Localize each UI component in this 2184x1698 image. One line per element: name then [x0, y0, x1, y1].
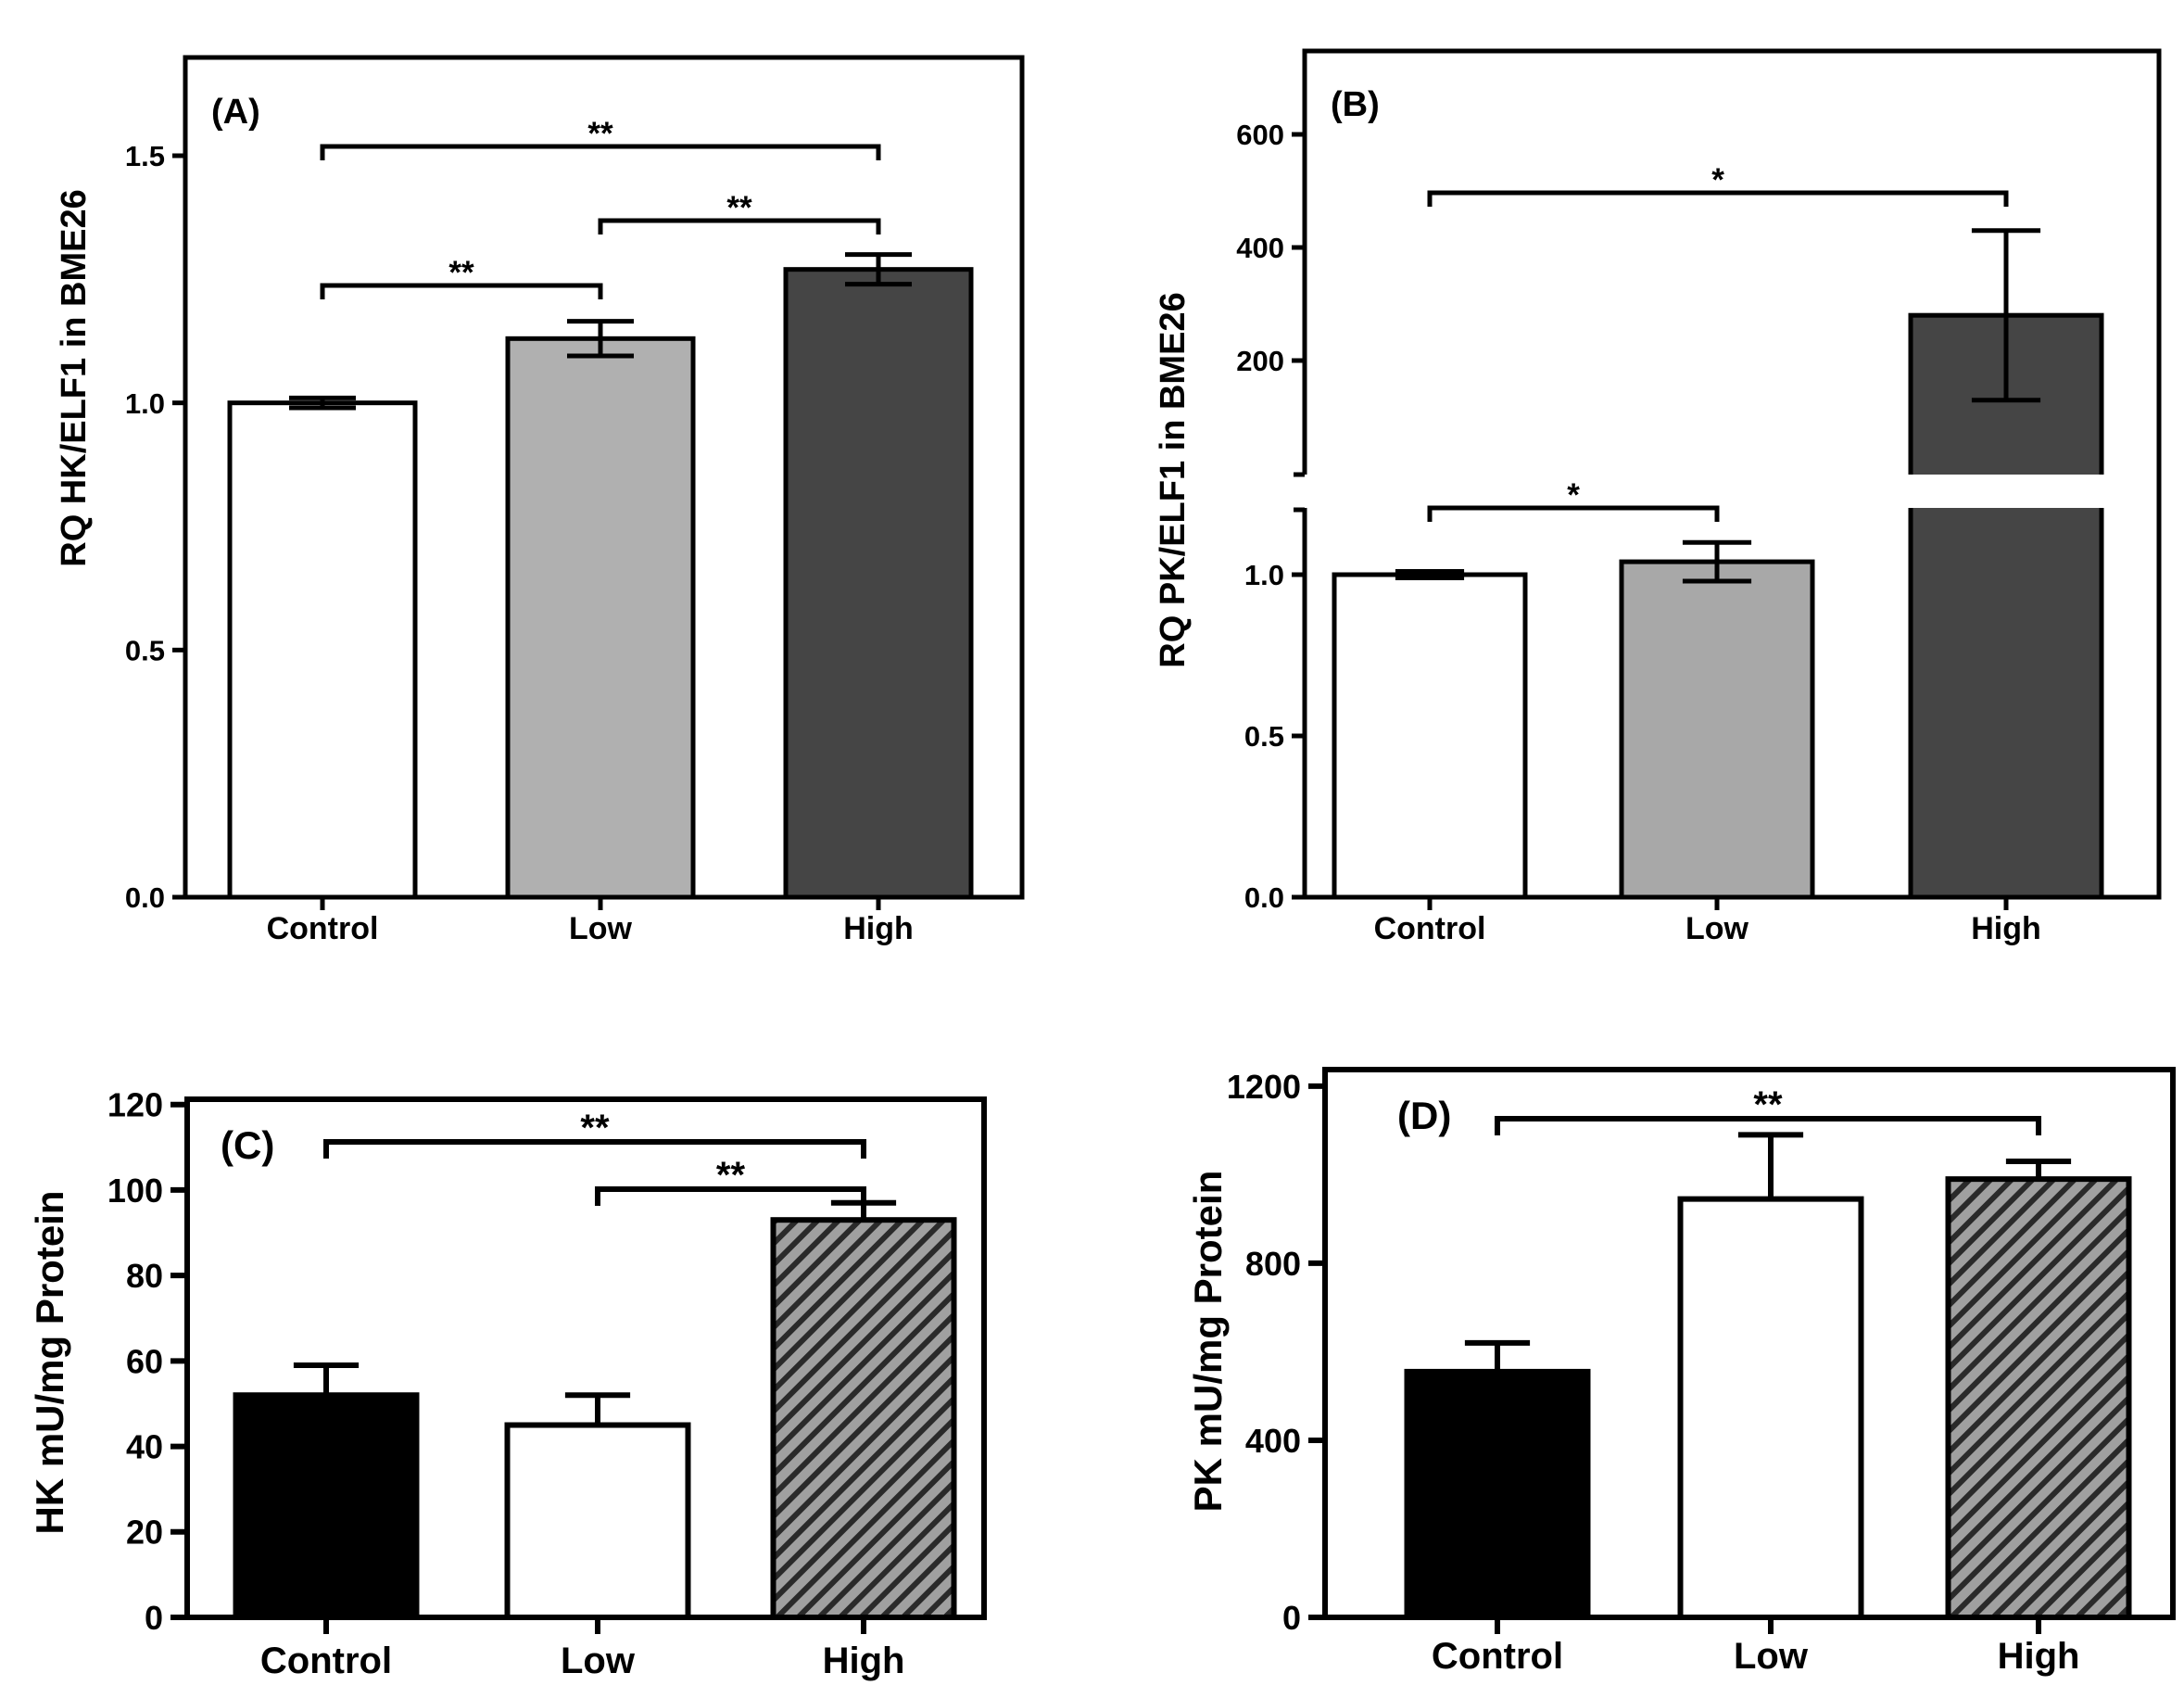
significance-bracket: [595, 1186, 866, 1206]
y-axis-label: RQ PK/ELF1 in BME26: [1154, 292, 1193, 667]
y-tick-label: 400: [1245, 1422, 1301, 1460]
y-tick-label: 600: [1236, 119, 1284, 151]
significance-label: **: [580, 1108, 610, 1148]
bar-low: [505, 336, 696, 900]
x-tick-label: High: [823, 1641, 905, 1681]
y-axis-label: RQ HK/ELF1 in BME26: [55, 189, 94, 567]
bar-control: [1404, 1368, 1591, 1620]
bar-low: [504, 1422, 691, 1620]
y-tick-label: 1200: [1227, 1068, 1301, 1106]
bar-low: [1677, 1196, 1864, 1620]
x-tick-label: Low: [1734, 1636, 1809, 1677]
y-tick-label: 80: [126, 1257, 163, 1295]
y-axis-label: PK mU/mg Protein: [1186, 1171, 1230, 1513]
bar-control: [227, 400, 418, 900]
y-tick-label: 0: [145, 1599, 163, 1637]
x-tick-label: Control: [1374, 911, 1486, 946]
significance-label: **: [716, 1155, 746, 1196]
chart-panel-1: [1286, 48, 2162, 910]
chart-panel-0: [172, 55, 1025, 910]
y-tick-label: 400: [1236, 232, 1284, 264]
panel-label: (A): [211, 93, 260, 132]
y-tick-label: 0.0: [1244, 881, 1284, 914]
x-tick-label: Low: [1685, 911, 1749, 946]
bar-break-gap: [1907, 475, 2105, 508]
bar-control: [233, 1392, 420, 1620]
significance-bracket: [1427, 505, 1720, 522]
x-tick-label: Control: [1432, 1636, 1563, 1677]
significance-bracket: [1427, 190, 2009, 207]
x-tick-label: High: [1971, 911, 2041, 946]
y-tick-label: 120: [107, 1086, 163, 1124]
significance-bracket: [320, 283, 603, 299]
y-tick-label: 60: [126, 1342, 163, 1380]
significance-label: *: [1711, 162, 1724, 198]
x-tick-label: Low: [569, 911, 633, 946]
y-tick-label: 0: [1282, 1599, 1301, 1637]
y-tick-label: 0.0: [125, 881, 165, 914]
bar-high: [770, 1217, 957, 1621]
y-tick-label: 100: [107, 1172, 163, 1210]
y-tick-label: 800: [1245, 1245, 1301, 1283]
y-tick-label: 1.0: [125, 387, 165, 420]
x-tick-label: Low: [561, 1641, 636, 1681]
significance-label: **: [726, 190, 752, 226]
bar-high: [1908, 312, 2104, 900]
significance-label: **: [1753, 1084, 1783, 1125]
significance-label: **: [587, 116, 613, 152]
chart-panel-2: [170, 1096, 987, 1634]
significance-label: **: [448, 255, 474, 291]
x-tick-label: Control: [260, 1641, 392, 1681]
panel-label: (D): [1397, 1094, 1451, 1137]
y-tick-label: 40: [126, 1428, 163, 1466]
y-tick-label: 0.5: [1244, 720, 1284, 753]
y-tick-label: 1.0: [1244, 559, 1284, 591]
x-tick-label: Control: [267, 911, 379, 946]
y-axis-label: HK mU/mg Protein: [28, 1190, 71, 1534]
bar-control: [1332, 572, 1528, 900]
y-tick-label: 200: [1236, 345, 1284, 377]
significance-bracket: [1495, 1116, 2041, 1135]
bar-high: [1945, 1176, 2132, 1620]
y-tick-label: 20: [126, 1514, 163, 1552]
chart-panel-3: [1308, 1067, 2176, 1634]
significance-bracket: [598, 218, 881, 234]
panel-label: (B): [1331, 85, 1380, 124]
significance-label: *: [1567, 477, 1580, 513]
panel-label: (C): [221, 1123, 274, 1167]
significance-bracket: [320, 144, 881, 160]
significance-bracket: [323, 1139, 866, 1159]
bar-high: [783, 267, 974, 900]
y-tick-label: 0.5: [125, 634, 165, 666]
y-tick-label: 1.5: [125, 140, 165, 172]
axis-break-gap: [1286, 475, 1308, 508]
x-tick-label: High: [1998, 1636, 2080, 1677]
x-tick-label: High: [843, 911, 914, 946]
bar-low: [1619, 559, 1815, 900]
